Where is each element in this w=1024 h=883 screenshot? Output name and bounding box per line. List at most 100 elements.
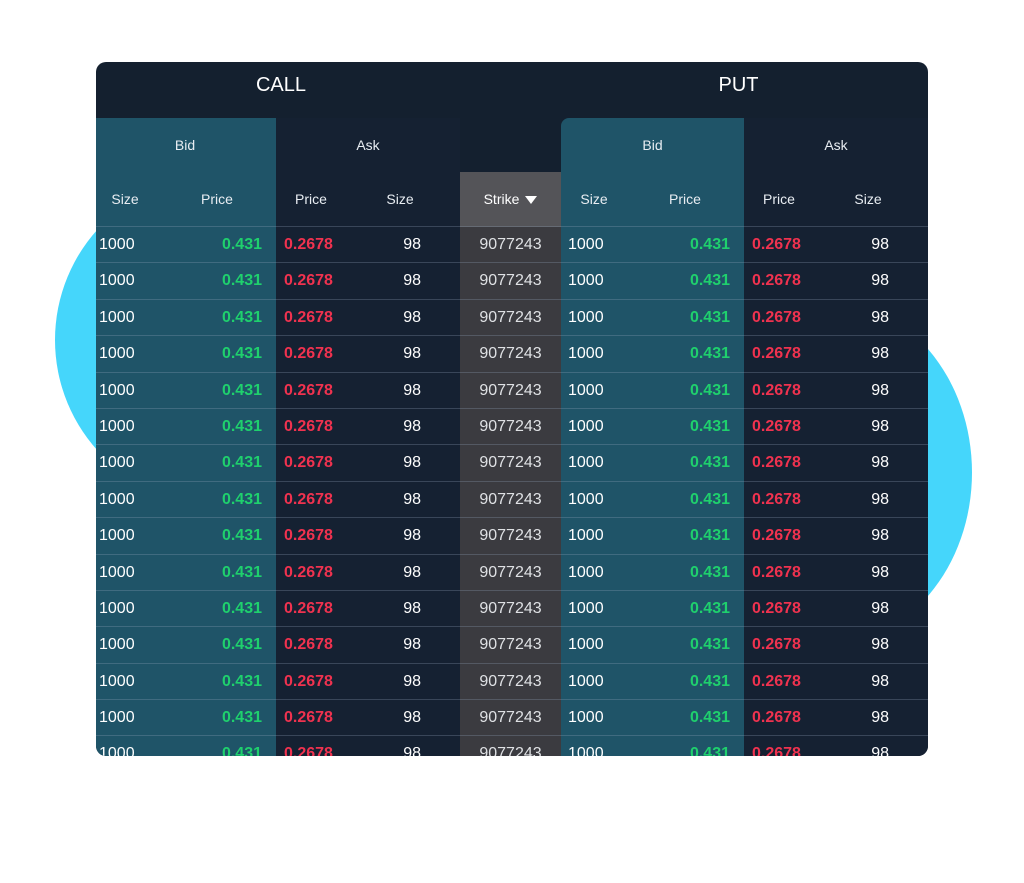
put-ask-price-cell: 0.2678 [752, 599, 801, 617]
strike-cell: 9077243 [479, 308, 542, 326]
put-ask-size-cell: 98 [871, 454, 889, 472]
strike-cell: 9077243 [479, 599, 542, 617]
table-row[interactable]: 1000 0.431 0.2678 98 9077243 1000 0.431 0.2678 9… [96, 626, 928, 662]
put-bid-size-header[interactable]: Size [580, 191, 608, 207]
table-row[interactable]: 1000 0.431 0.2678 98 9077243 1000 0.431 0.2678 9… [96, 517, 928, 553]
put-ask-header: Ask [824, 137, 848, 153]
put-bid-size-cell: 1000 [568, 599, 604, 617]
call-ask-price-cell: 0.2678 [284, 345, 333, 363]
put-bid-header: Bid [642, 137, 663, 153]
put-bid-price-cell: 0.431 [689, 308, 730, 326]
table-row[interactable]: 1000 0.431 0.2678 98 9077243 1000 0.431 0.2678 9… [96, 335, 928, 371]
table-row[interactable]: 1000 0.431 0.2678 98 9077243 1000 0.431 0.2678 9… [96, 589, 928, 626]
table-row[interactable]: 1000 0.431 0.2678 98 9077243 1000 0.431 0.2678 9… [96, 226, 928, 262]
put-bid-price-cell: 0.431 [689, 490, 730, 508]
put-bid-size-cell: 1000 [568, 527, 604, 545]
table-row[interactable]: 1000 0.431 0.2678 98 9077243 1000 0.431 0.2678 9… [96, 553, 928, 590]
put-bid-size-cell: 1000 [568, 636, 604, 654]
call-ask-column-bg [276, 118, 460, 756]
strike-cell: 9077243 [479, 454, 542, 472]
call-ask-size-header[interactable]: Size [386, 191, 414, 207]
put-bid-price-cell: 0.431 [689, 272, 730, 290]
put-ask-price-cell: 0.2678 [752, 672, 801, 690]
call-bid-size-cell: 1000 [99, 345, 135, 363]
put-ask-price-cell: 0.2678 [752, 745, 801, 756]
put-bid-size-cell: 1000 [568, 417, 604, 435]
call-ask-price-cell: 0.2678 [284, 745, 333, 756]
call-ask-price-cell: 0.2678 [284, 454, 333, 472]
call-bid-size-header[interactable]: Size [111, 191, 139, 207]
put-ask-price-cell: 0.2678 [752, 636, 801, 654]
call-ask-price-cell: 0.2678 [284, 709, 333, 727]
call-bid-price-cell: 0.431 [221, 563, 262, 581]
call-bid-size-cell: 1000 [99, 709, 135, 727]
call-bid-size-cell: 1000 [99, 454, 135, 472]
strike-cell: 9077243 [479, 527, 542, 545]
call-bid-size-cell: 1000 [99, 236, 135, 253]
strike-cell: 9077243 [479, 563, 542, 581]
call-ask-size-cell: 98 [403, 381, 421, 399]
call-bid-size-cell: 1000 [99, 563, 135, 581]
put-bid-size-cell: 1000 [568, 345, 604, 363]
call-ask-size-cell: 98 [403, 563, 421, 581]
put-ask-price-cell: 0.2678 [752, 236, 801, 253]
put-ask-price-cell: 0.2678 [752, 709, 801, 727]
call-bid-price-cell: 0.431 [221, 236, 262, 253]
put-ask-size-cell: 98 [871, 381, 889, 399]
call-ask-price-header[interactable]: Price [295, 191, 327, 207]
strike-cell: 9077243 [479, 745, 542, 756]
table-row[interactable]: 1000 0.431 0.2678 98 9077243 1000 0.431 0.2678 9… [96, 298, 928, 335]
call-bid-size-cell: 1000 [99, 490, 135, 508]
table-row[interactable]: 1000 0.431 0.2678 98 9077243 1000 0.431 0.2678 9… [96, 735, 928, 756]
put-ask-size-cell: 98 [871, 745, 889, 756]
strike-cell: 9077243 [479, 672, 542, 690]
call-bid-price-cell: 0.431 [221, 308, 262, 326]
call-ask-size-cell: 98 [403, 417, 421, 435]
table-row[interactable]: 1000 0.431 0.2678 98 9077243 1000 0.431 0.2678 9… [96, 371, 928, 408]
put-bid-size-cell: 1000 [568, 272, 604, 290]
call-bid-price-cell: 0.431 [221, 599, 262, 617]
call-bid-column-bg [96, 118, 276, 756]
put-bid-price-cell: 0.431 [689, 563, 730, 581]
call-bid-price-cell: 0.431 [221, 454, 262, 472]
table-row[interactable]: 1000 0.431 0.2678 98 9077243 1000 0.431 0.2678 9… [96, 407, 928, 444]
table-row[interactable]: 1000 0.431 0.2678 98 9077243 1000 0.431 0.2678 9… [96, 262, 928, 298]
call-ask-size-cell: 98 [403, 490, 421, 508]
put-ask-size-cell: 98 [871, 709, 889, 727]
call-ask-size-cell: 98 [403, 527, 421, 545]
strike-header[interactable]: Strike [460, 172, 561, 227]
put-ask-size-cell: 98 [871, 636, 889, 654]
strike-cell: 9077243 [479, 417, 542, 435]
table-row[interactable]: 1000 0.431 0.2678 98 9077243 1000 0.431 0.2678 9… [96, 662, 928, 699]
put-ask-size-cell: 98 [871, 563, 889, 581]
put-bid-price-cell: 0.431 [689, 236, 730, 253]
call-ask-size-cell: 98 [403, 709, 421, 727]
put-bid-price-cell: 0.431 [689, 381, 730, 399]
table-row[interactable]: 1000 0.431 0.2678 98 9077243 1000 0.431 0.2678 9… [96, 699, 928, 735]
call-ask-price-cell: 0.2678 [284, 599, 333, 617]
put-ask-price-header[interactable]: Price [763, 191, 795, 207]
triangle-down-icon[interactable] [525, 196, 538, 205]
table-row[interactable]: 1000 0.431 0.2678 98 9077243 1000 0.431 0.2678 9… [96, 480, 928, 517]
call-ask-price-cell: 0.2678 [284, 672, 333, 690]
table-row[interactable]: 1000 0.431 0.2678 98 9077243 1000 0.431 0.2678 9… [96, 444, 928, 480]
call-bid-header: Bid [174, 137, 196, 153]
call-ask-size-cell: 98 [403, 599, 421, 617]
put-bid-size-cell: 1000 [568, 563, 604, 581]
call-bid-size-cell: 1000 [99, 381, 135, 399]
put-ask-price-cell: 0.2678 [752, 563, 801, 581]
put-ask-size-header[interactable]: Size [854, 191, 882, 207]
call-bid-price-cell: 0.431 [221, 417, 262, 435]
put-ask-price-cell: 0.2678 [752, 381, 801, 399]
put-bid-price-header[interactable]: Price [669, 191, 701, 207]
put-ask-size-cell: 98 [871, 417, 889, 435]
put-bid-price-cell: 0.431 [689, 417, 730, 435]
strike-column-bg [460, 172, 561, 756]
call-title: CALL [255, 74, 307, 96]
put-bid-price-cell: 0.431 [689, 636, 730, 654]
put-ask-price-cell: 0.2678 [752, 417, 801, 435]
call-ask-price-cell: 0.2678 [284, 527, 333, 545]
strike-cell: 9077243 [479, 236, 542, 253]
put-ask-size-cell: 98 [871, 527, 889, 545]
call-bid-price-header[interactable]: Price [201, 191, 233, 207]
